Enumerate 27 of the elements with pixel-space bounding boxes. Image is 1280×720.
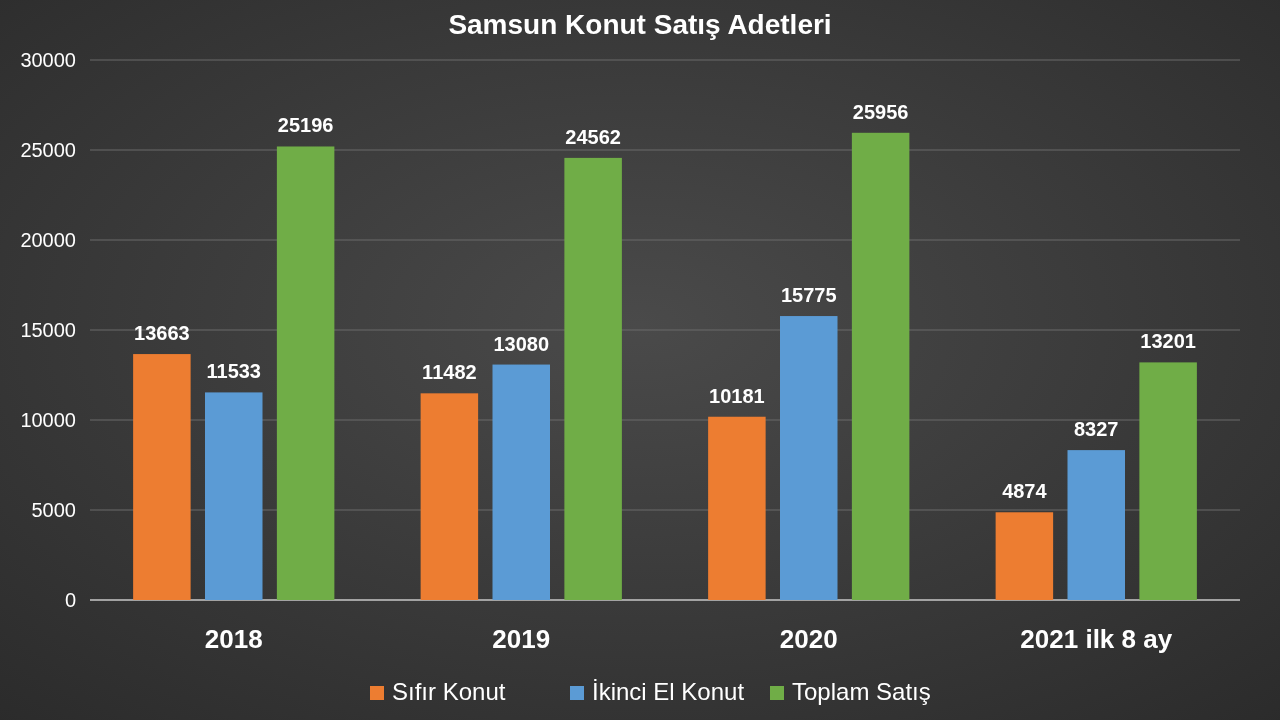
- data-label: 13201: [1140, 330, 1196, 353]
- data-label: 25956: [852, 100, 909, 123]
- y-tick-label: 10000: [20, 409, 76, 431]
- data-label: 24562: [565, 125, 621, 148]
- y-tick-label: 5000: [31, 499, 76, 521]
- data-label: 10181: [709, 384, 765, 407]
- legend-label: Toplam Satış: [792, 678, 931, 705]
- y-tick-label: 20000: [20, 229, 76, 251]
- data-label: 25196: [277, 114, 334, 137]
- data-label: 13663: [134, 322, 190, 345]
- y-tick-label: 15000: [20, 319, 76, 341]
- y-tick-label: 25000: [20, 139, 76, 161]
- data-label: 13080: [493, 332, 550, 355]
- y-tick-label: 0: [64, 589, 76, 611]
- data-label: 15775: [780, 284, 837, 307]
- x-tick-label: 2020: [779, 624, 838, 654]
- y-tick-label: 30000: [20, 49, 76, 71]
- legend-label: İkinci El Konut: [592, 678, 745, 705]
- data-label: 8327: [1074, 418, 1119, 441]
- chart-title: Samsun Konut Satış Adetleri: [448, 9, 832, 40]
- data-label: 4874: [1002, 480, 1048, 503]
- data-label: 11533: [206, 360, 262, 383]
- legend-label: Sıfır Konut: [392, 678, 506, 705]
- data-label: 11482: [422, 361, 477, 384]
- x-tick-label: 2021 ilk 8 ay: [1020, 624, 1173, 654]
- x-tick-label: 2019: [492, 624, 551, 654]
- x-tick-label: 2018: [204, 624, 263, 654]
